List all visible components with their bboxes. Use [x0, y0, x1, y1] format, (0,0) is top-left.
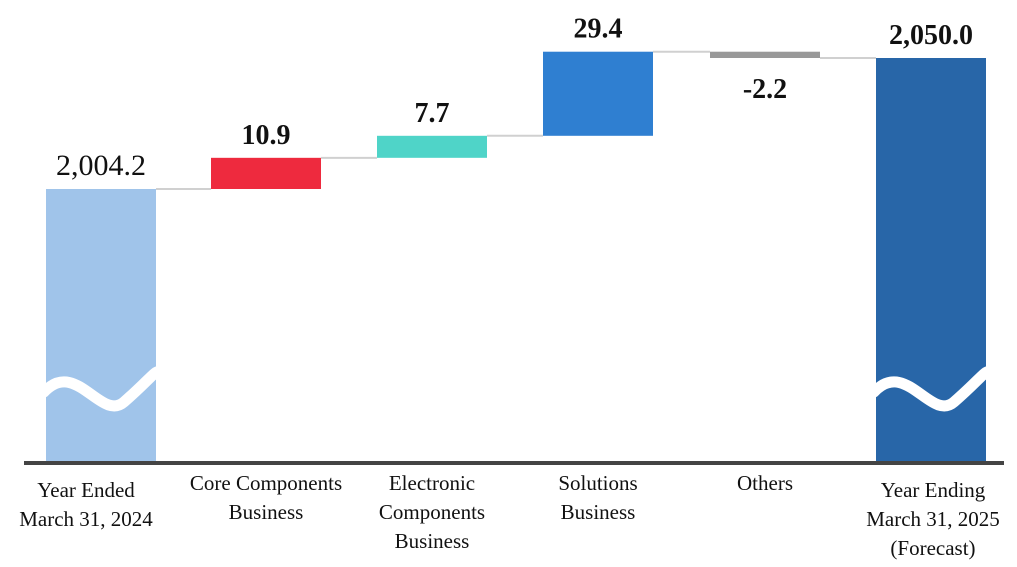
bar-4	[710, 51, 820, 58]
category-label-2-line-0: Electronic	[389, 471, 475, 495]
value-label-2: 7.7	[415, 98, 450, 129]
bar-3	[543, 51, 653, 136]
bars-group	[46, 51, 986, 461]
category-label-5: Year Ending March 31, 2025 (Forecast)	[866, 478, 1000, 560]
category-label-2: Electronic Components Business	[379, 471, 485, 553]
axis-break-marks	[38, 366, 994, 412]
category-label-4: Others	[737, 471, 793, 495]
category-label-0-line-1: March 31, 2024	[19, 507, 153, 531]
category-label-3-line-1: Business	[561, 500, 636, 524]
category-label-4-line-0: Others	[737, 471, 793, 495]
category-label-1-line-0: Core Components	[190, 471, 342, 495]
value-label-1: 10.9	[242, 120, 291, 151]
category-labels: Year Ended March 31, 2024 Core Components B…	[19, 471, 1000, 560]
category-label-3-line-0: Solutions	[558, 471, 637, 495]
value-label-5: 2,050.0	[889, 20, 973, 51]
category-label-1: Core Components Business	[190, 471, 342, 524]
value-label-3: 29.4	[574, 14, 623, 45]
bar-2	[377, 135, 487, 158]
axis-break-wave-5	[868, 366, 994, 412]
value-labels: 2,004.2 10.9 7.7 29.4 -2.2 2,050.0	[56, 14, 973, 182]
bar-0	[46, 189, 156, 461]
category-label-1-line-1: Business	[229, 500, 304, 524]
value-label-4: -2.2	[743, 74, 787, 105]
category-label-5-line-2: (Forecast)	[890, 536, 975, 560]
category-label-0: Year Ended March 31, 2024	[19, 478, 153, 531]
category-label-2-line-2: Business	[395, 529, 470, 553]
category-label-5-line-0: Year Ending	[881, 478, 986, 502]
category-label-0-line-0: Year Ended	[37, 478, 135, 502]
category-label-5-line-1: March 31, 2025	[866, 507, 1000, 531]
bar-1	[211, 157, 321, 189]
value-label-0: 2,004.2	[56, 149, 146, 182]
category-label-3: Solutions Business	[558, 471, 637, 524]
category-label-2-line-1: Components	[379, 500, 485, 524]
connector-lines	[156, 50, 876, 190]
axis-break-wave-0	[38, 366, 164, 412]
